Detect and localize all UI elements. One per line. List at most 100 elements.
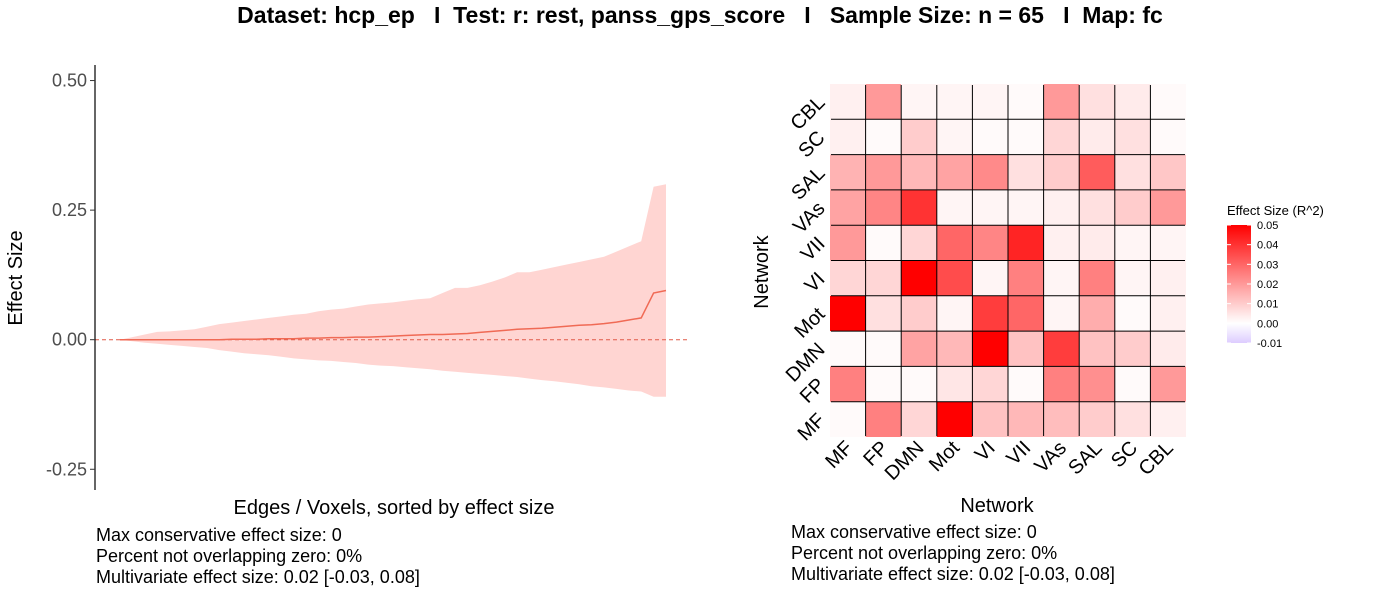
heatmap-cell [972,189,1008,226]
heatmap-cell [1150,154,1186,190]
heatmap-cell [1079,295,1115,332]
heatmap-cell [865,366,902,402]
heatmap-cell [1114,260,1151,296]
heatmap-cell [1043,225,1080,261]
heatmap-cell [830,331,866,367]
heatmap-cell [972,84,1008,120]
heatmap-cell [901,154,937,190]
heatmap-cell [1079,84,1115,120]
heatmap-cell [1079,331,1115,367]
heatmap-cell [972,260,1008,296]
heatmap-cell [1150,189,1186,226]
heatmap-cell [901,366,937,402]
heatmap-cell [1079,189,1115,226]
legend-tick-label: 0.01 [1257,299,1278,311]
heatmap-x-tick-label: VAs [1030,437,1070,477]
heatmap-cell [1114,154,1151,190]
legend-tick-label: -0.01 [1257,338,1282,350]
heatmap-cell [1114,84,1151,120]
heatmap-cell [1008,331,1044,367]
heatmap-cell [936,189,973,226]
heatmap-cell [901,189,937,226]
heatmap-cell [972,331,1008,367]
heatmap-cell [865,331,902,367]
heatmap-cell [1008,154,1044,190]
heatmap-y-tick-label: Mot [790,303,829,342]
heatmap-cell [1043,119,1080,155]
heatmap-cell [1043,331,1080,367]
heatmap-x-tick-label: MF [821,437,857,473]
heatmap-cell [1114,331,1151,367]
heatmap-x-tick-label: VII [1002,437,1035,470]
heatmap-x-tick-label: SAL [1064,437,1106,479]
right-stat-multivariate: Multivariate effect size: 0.02 [-0.03, 0… [791,564,1115,584]
heatmap-cell [1043,401,1080,437]
legend-tick-label: 0.00 [1257,318,1278,330]
heatmap-cell [1079,260,1115,296]
heatmap-cell [1114,295,1151,332]
heatmap-cell [1079,366,1115,402]
heatmap-cell [1150,119,1186,155]
heatmap-cell [1043,154,1080,190]
heatmap-cell [1079,119,1115,155]
left-stat-percent-not-overlapping: Percent not overlapping zero: 0% [96,546,363,566]
y-tick-label: 0.50 [52,71,87,91]
heatmap-cell [865,154,902,190]
heatmap-cell [830,260,866,296]
heatmap-x-tick-label: VI [971,437,1000,466]
heatmap-cell [1150,401,1186,437]
heatmap-cell [1114,119,1151,155]
heatmap-cell [1079,154,1115,190]
effect-size-line [120,289,667,341]
heatmap-cell [936,331,973,367]
heatmap-cell [1043,84,1080,120]
heatmap-cell [901,401,937,437]
heatmap-y-tick-label: VII [797,233,830,266]
heatmap-cell [830,295,866,332]
heatmap-cell [1114,189,1151,226]
heatmap-cell [1008,366,1044,402]
heatmap-cell [1008,84,1044,120]
heatmap-x-tick-label: CBL [1135,437,1178,480]
heatmap-cell [865,189,902,226]
y-tick-label: 0.00 [52,330,87,350]
legend-tick-label: 0.04 [1257,240,1278,252]
heatmap-cell [972,366,1008,402]
heatmap-y-axis-title: Network [751,234,773,308]
heatmap-cell [865,295,902,332]
heatmap-cell [1114,366,1151,402]
right-stat-percent-not-overlapping: Percent not overlapping zero: 0% [791,543,1058,563]
heatmap-cell [1008,189,1044,226]
legend-tick-label: 0.03 [1257,259,1278,271]
heatmap-cell [901,331,937,367]
heatmap-cell [901,295,937,332]
right-stat-max-conservative: Max conservative effect size: 0 [791,522,1037,542]
heatmap-cell [830,189,866,226]
heatmap-cell [901,84,937,120]
y-tick-label: 0.25 [52,200,87,220]
heatmap-cell [1150,331,1186,367]
heatmap-cell [830,401,866,437]
heatmap-x-tick-label: Mot [925,437,964,476]
heatmap-cell [830,225,866,261]
heatmap-cell [1008,260,1044,296]
heatmap-cell [936,119,973,155]
heatmap-cell [936,295,973,332]
heatmap-cell [901,225,937,261]
heatmap-y-tick-label: VI [801,268,830,297]
heatmap-cell [1008,401,1044,437]
heatmap-x-axis-title: Network [960,495,1034,517]
legend-tick-label: 0.02 [1257,279,1278,291]
heatmap-cell [1150,295,1186,332]
heatmap-cell [1008,225,1044,261]
left-stat-max-conservative: Max conservative effect size: 0 [96,525,342,545]
heatmap-cell [1043,366,1080,402]
heatmap-y-tick-label: SAL [787,162,829,204]
legend-tick-label: 0.05 [1257,220,1278,232]
heatmap-cell [865,84,902,120]
y-axis-title: Effect Size [5,230,27,325]
heatmap-cell [936,401,973,437]
confidence-band [120,184,666,397]
